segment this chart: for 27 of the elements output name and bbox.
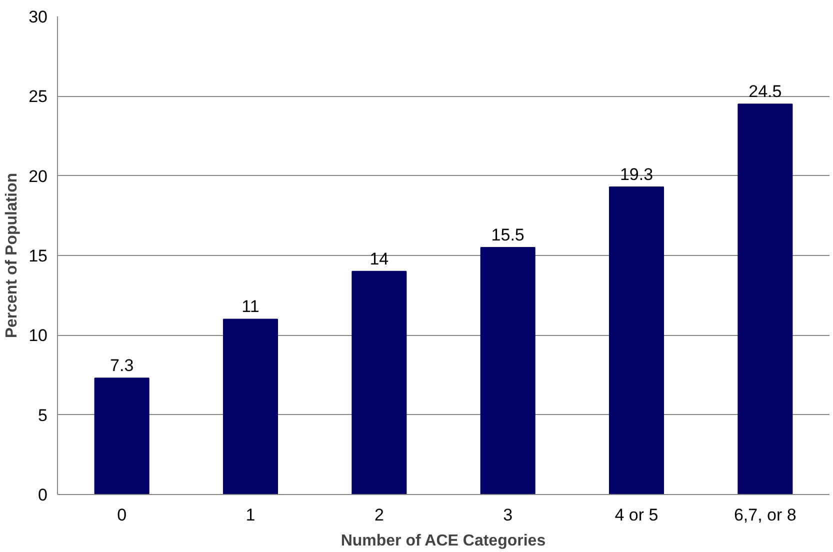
y-tick-label: 10: [28, 326, 48, 346]
bar: [480, 247, 536, 494]
x-tick-label: 6,7, or 8: [734, 506, 796, 524]
data-label: 19.3: [620, 164, 654, 184]
x-tick-label: 0: [117, 506, 127, 524]
x-tick-label: 2: [374, 506, 384, 524]
bar: [738, 104, 793, 494]
y-tick-label: 15: [28, 246, 48, 266]
data-label: 7.3: [110, 356, 134, 376]
x-axis-title: Number of ACE Categories: [340, 532, 546, 550]
y-tick-label: 25: [28, 87, 48, 106]
y-tick-label: 20: [28, 166, 48, 186]
bar: [222, 318, 278, 494]
x-tick-label: 1: [246, 506, 256, 524]
data-label: 15.5: [491, 226, 524, 245]
bar: [352, 270, 407, 494]
y-tick-label: 0: [38, 486, 48, 504]
y-tick-label: 30: [28, 8, 48, 26]
bar: [94, 378, 150, 494]
bar: [608, 186, 664, 494]
x-tick-label: 3: [503, 506, 513, 524]
y-tick-label: 5: [38, 406, 48, 425]
x-tick-label: 4 or 5: [614, 506, 658, 524]
data-label: 24.5: [748, 82, 782, 102]
data-label: 11: [242, 297, 260, 316]
y-axis-title: Percent of Population: [4, 172, 21, 338]
data-label: 14: [370, 249, 389, 268]
